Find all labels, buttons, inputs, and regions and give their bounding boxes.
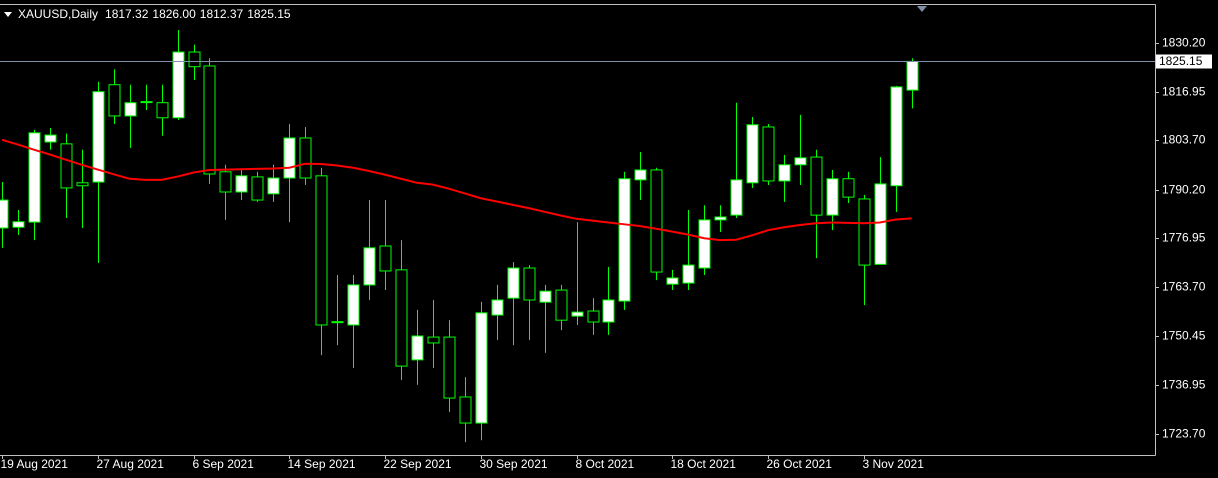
candle-body (682, 264, 695, 284)
y-tick-label: 1803.70 (1162, 133, 1206, 147)
x-tick-label: 14 Sep 2021 (288, 457, 356, 471)
candle-body (188, 51, 201, 68)
candle-body (315, 175, 328, 326)
candle-body (92, 91, 105, 183)
candle-body (842, 178, 855, 198)
candle-body (571, 311, 584, 317)
moving-average (1, 138, 912, 242)
candle-body (140, 101, 153, 104)
candle-body (427, 336, 440, 344)
x-tick-label: 30 Sep 2021 (480, 457, 548, 471)
candle-body (331, 321, 344, 324)
x-tick-label: 27 Aug 2021 (97, 457, 165, 471)
candle-body (778, 164, 791, 182)
candle-body (235, 175, 248, 193)
candle-body (539, 290, 552, 303)
last-price-box (1156, 54, 1212, 69)
y-tick-label: 1763.70 (1162, 280, 1206, 294)
candle-body (906, 60, 919, 91)
ohlc-label: 1817.32 (105, 7, 149, 21)
candle-body (76, 182, 89, 187)
candle-body (602, 299, 615, 323)
x-tick-label: 22 Sep 2021 (384, 457, 452, 471)
last-price-label: 1825.15 (1159, 54, 1203, 68)
symbol-title: XAUUSD,Daily (18, 7, 98, 21)
candle-body (0, 199, 9, 229)
candle-body (251, 176, 264, 201)
candle-body (44, 134, 57, 143)
y-tick-label: 1776.95 (1162, 231, 1206, 245)
x-tick-label: 19 Aug 2021 (1, 457, 69, 471)
y-tick-label: 1790.20 (1162, 183, 1206, 197)
candle-body (203, 65, 216, 175)
header: XAUUSD,Daily 1817.32 1826.00 1812.37 1825.15 (18, 7, 291, 21)
x-tick-label: 26 Oct 2021 (767, 457, 833, 471)
ohlc-label: 1826.00 (152, 7, 196, 21)
candle-body (491, 299, 504, 316)
candle-body (762, 126, 775, 182)
candle-body (283, 137, 296, 179)
candle-body (746, 124, 759, 184)
candle-body (172, 51, 185, 119)
candle-body (826, 178, 839, 216)
candle-body (267, 177, 280, 195)
candle-body (874, 183, 887, 265)
y-tick-label: 1816.95 (1162, 85, 1206, 99)
candle-body (12, 221, 25, 228)
candle-body (475, 312, 488, 424)
candle-body (60, 143, 73, 189)
candle-body (858, 198, 871, 266)
y-tick-label: 1736.95 (1162, 378, 1206, 392)
candle-body (156, 102, 169, 119)
ohlc-label: 1825.15 (247, 7, 291, 21)
x-tick-label: 8 Oct 2021 (576, 457, 635, 471)
candle-body (810, 156, 823, 216)
candle-body (714, 216, 727, 221)
x-tick-label: 18 Oct 2021 (671, 457, 737, 471)
ohlc-label: 1812.37 (200, 7, 244, 21)
candle-body (555, 289, 568, 321)
candle-body (890, 86, 903, 187)
candle-body (219, 171, 232, 193)
y-tick-label: 1723.70 (1162, 427, 1206, 441)
x-tick-label: 3 Nov 2021 (863, 457, 925, 471)
menu-arrow (4, 12, 12, 17)
y-tick-label: 1750.45 (1162, 329, 1206, 343)
shift-marker (917, 6, 927, 12)
candle-body (523, 267, 536, 301)
candle-body (299, 137, 312, 179)
candle-body (28, 132, 41, 223)
candle-body (650, 169, 663, 273)
candle-body (108, 84, 121, 117)
candle-body (395, 269, 408, 367)
candle-body (730, 179, 743, 216)
candle-body (507, 267, 520, 299)
candle-body (459, 396, 472, 424)
candle-body (124, 102, 137, 117)
candle-body (666, 277, 679, 285)
candle-body (618, 178, 631, 302)
candle-body (363, 247, 376, 286)
candle-body (347, 284, 360, 326)
candle-body (794, 157, 807, 166)
candle-body (411, 335, 424, 361)
y-tick-label: 1830.20 (1162, 36, 1206, 50)
candle-body (379, 245, 392, 272)
candle-body (698, 219, 711, 269)
candle-body (634, 169, 647, 181)
candle-body (587, 310, 600, 323)
x-tick-label: 6 Sep 2021 (193, 457, 255, 471)
candle-body (443, 336, 456, 399)
